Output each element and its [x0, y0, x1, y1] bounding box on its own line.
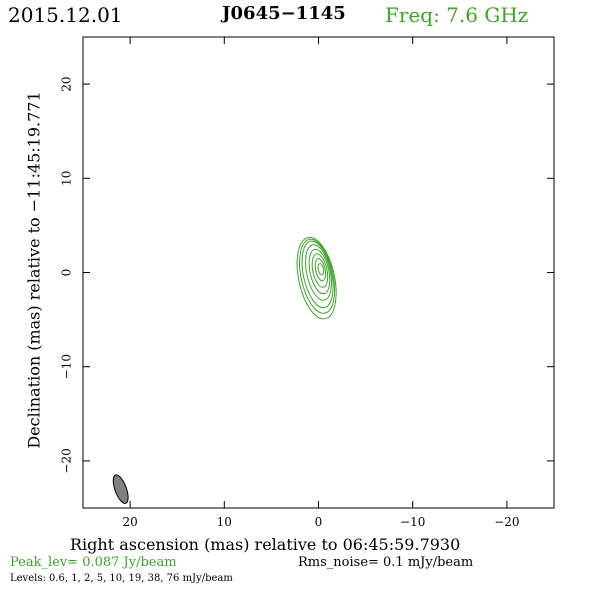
contour-line: [299, 238, 336, 314]
y-tick-label: 10: [60, 171, 74, 186]
y-tick-label: 0: [60, 269, 74, 277]
x-tick-label: −10: [400, 515, 425, 529]
x-tick-label: 10: [217, 515, 232, 529]
x-tick-label: −20: [494, 515, 519, 529]
contour-levels: Levels: 0.6, 1, 2, 5, 10, 19, 38, 76 mJy…: [10, 573, 233, 584]
frequency-label: Freq: 7.6 GHz: [385, 3, 529, 27]
contour-group: [296, 236, 337, 320]
contour-line: [311, 253, 329, 288]
x-axis-label: Right ascension (mas) relative to 06:45:…: [70, 535, 461, 554]
y-axis-label: Declination (mas) relative to −11:45:19.…: [24, 91, 44, 449]
x-tick-label: 0: [315, 515, 323, 529]
beam-group: [112, 474, 129, 504]
observation-date: 2015.12.01: [8, 3, 123, 27]
source-name: J0645−1145: [222, 3, 346, 24]
contour-line: [317, 263, 325, 276]
contour-line: [305, 244, 332, 301]
contour-line: [296, 236, 337, 320]
rms-noise: Rms_noise= 0.1 mJy/beam: [298, 555, 474, 570]
y-tick-label: −10: [60, 354, 74, 379]
peak-level: Peak_lev= 0.087 Jy/beam: [10, 555, 177, 570]
beam-ellipse: [112, 474, 129, 504]
contour-line: [308, 248, 331, 295]
contour-line: [314, 258, 327, 282]
axis-ticks: 20 10 0 −10 −20 20 10 0 −10 −20: [60, 37, 554, 529]
y-tick-label: −20: [60, 448, 74, 473]
x-tick-label: 20: [122, 515, 137, 529]
y-tick-label: 20: [60, 76, 74, 91]
plot-frame: [82, 36, 555, 509]
contour-line: [301, 240, 334, 309]
